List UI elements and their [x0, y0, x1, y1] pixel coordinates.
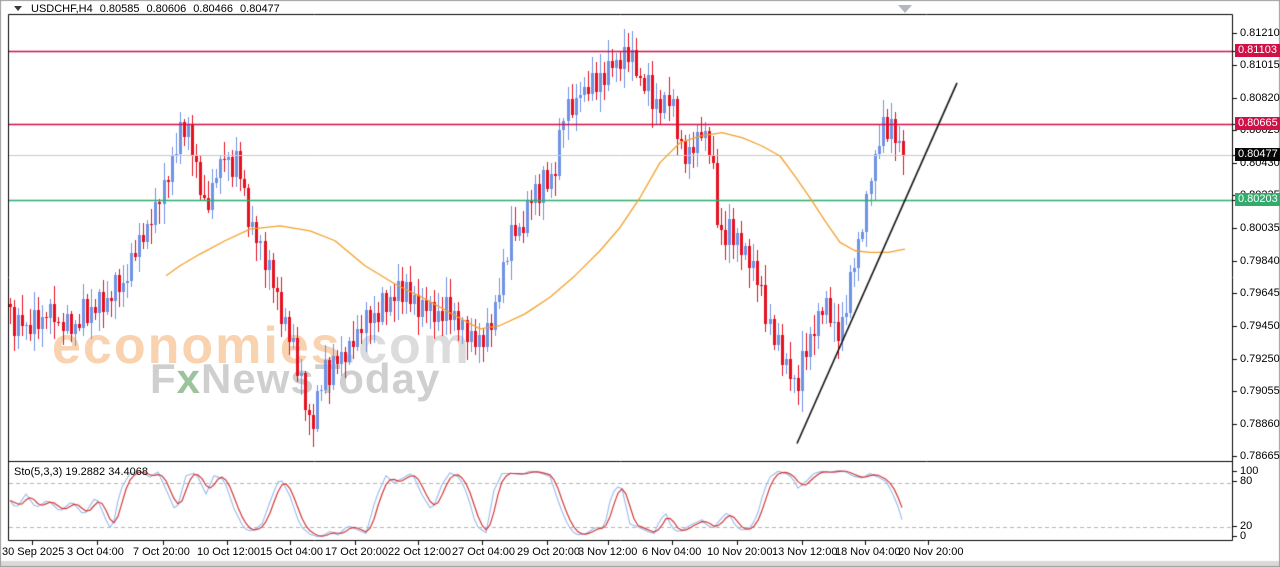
stochastic-value-k: 19.2882 [65, 466, 106, 478]
price-axis[interactable] [1234, 14, 1280, 541]
ohlc-low: 0.80466 [193, 2, 234, 15]
symbol-timeframe-label: USDCHF,H4 [31, 2, 93, 15]
stochastic-name: Sto(5,3,3) [14, 466, 63, 478]
ohlc-open: 0.80585 [99, 2, 140, 15]
stochastic-value-d: 34.4068 [108, 466, 148, 478]
chart-title[interactable]: USDCHF,H4 0.80585 0.80606 0.80466 0.8047… [0, 2, 280, 15]
ohlc-close: 0.80477 [240, 2, 280, 15]
ohlc-high: 0.80606 [146, 2, 187, 15]
autoscroll-marker-icon[interactable] [898, 5, 912, 13]
stochastic-indicator-label: Sto(5,3,3) 19.2882 34.4068 [14, 466, 148, 478]
chevron-down-icon[interactable] [14, 6, 22, 11]
time-axis[interactable] [0, 542, 1234, 562]
